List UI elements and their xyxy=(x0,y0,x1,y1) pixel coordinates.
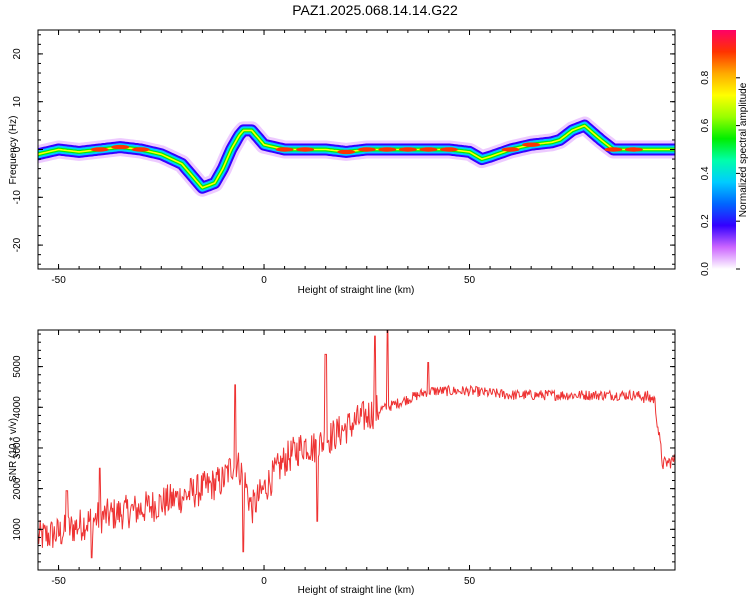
snr-frame xyxy=(37,329,676,571)
colorbar-label: Normalized spectral amplitude xyxy=(738,82,749,217)
colorbar-gradient xyxy=(712,30,736,269)
track-peak xyxy=(501,147,520,152)
y-tick-label: 20 xyxy=(12,48,23,60)
track-peak xyxy=(357,147,376,152)
colorbar-ticks: 0.0 0.2 0.4 0.6 0.8 xyxy=(700,70,740,276)
colorbar-tick-label: 0.0 xyxy=(700,262,711,276)
y-tick-label: 2000 xyxy=(12,477,23,500)
y-tick-label: 10 xyxy=(12,96,23,108)
frequency-track xyxy=(38,116,675,197)
y-tick-label: 5000 xyxy=(12,355,23,378)
figure-title: PAZ1.2025.068.14.14.G22 xyxy=(292,2,458,18)
spectrogram-panel: -50 0 50 -20 -10 0 10 20 Height of straight lin… xyxy=(8,29,676,296)
spectrogram-ticks: -50 0 50 -20 -10 0 10 20 xyxy=(12,30,676,286)
track-peak xyxy=(398,147,417,152)
snr-ticks: -50 0 50 1000 2000 3000 4000 5000 xyxy=(12,330,676,587)
x-tick-label: 0 xyxy=(261,275,267,286)
track-peak xyxy=(439,147,458,152)
track-peak xyxy=(522,142,541,147)
colorbar-tick-label: 0.2 xyxy=(700,214,711,228)
x-tick-label: -50 xyxy=(51,275,66,286)
colorbar-tick-label: 0.4 xyxy=(700,166,711,180)
track-peak xyxy=(111,144,130,150)
track-peak xyxy=(419,147,438,152)
colorbar-tick-label: 0.8 xyxy=(700,70,711,84)
snr-panel: -50 0 50 1000 2000 3000 4000 5000 Height of str… xyxy=(8,329,676,596)
colorbar: 0.0 0.2 0.4 0.6 0.8 Normalized spectral ampl… xyxy=(700,30,749,276)
track-peak xyxy=(624,147,643,152)
x-tick-label: 50 xyxy=(464,275,476,286)
y-tick-label: 3000 xyxy=(12,436,23,459)
y-tick-label: 0 xyxy=(12,146,23,152)
track-peak xyxy=(378,147,397,152)
spectrogram-ylabel: Frequency (Hz) xyxy=(8,116,19,185)
snr-ylabel: SNR (10 * v/v) xyxy=(8,418,19,482)
track-peak xyxy=(90,147,109,152)
track-peak xyxy=(275,147,294,152)
y-tick-label: 1000 xyxy=(12,518,23,541)
y-tick-label: -20 xyxy=(12,237,23,252)
y-tick-label: -10 xyxy=(12,190,23,205)
x-tick-label: 0 xyxy=(261,576,267,587)
y-tick-label: 4000 xyxy=(12,396,23,419)
x-tick-label: 50 xyxy=(464,576,476,587)
spectrogram-xlabel: Height of straight line (km) xyxy=(298,285,415,296)
snr-line xyxy=(38,330,675,559)
snr-xlabel: Height of straight line (km) xyxy=(298,585,415,596)
track-peak xyxy=(131,147,150,152)
track-peak xyxy=(337,149,356,155)
x-tick-label: -50 xyxy=(51,576,66,587)
snr-series xyxy=(38,330,675,559)
track-peak xyxy=(604,147,623,152)
colorbar-tick-label: 0.6 xyxy=(700,118,711,132)
track-peak xyxy=(296,147,315,152)
